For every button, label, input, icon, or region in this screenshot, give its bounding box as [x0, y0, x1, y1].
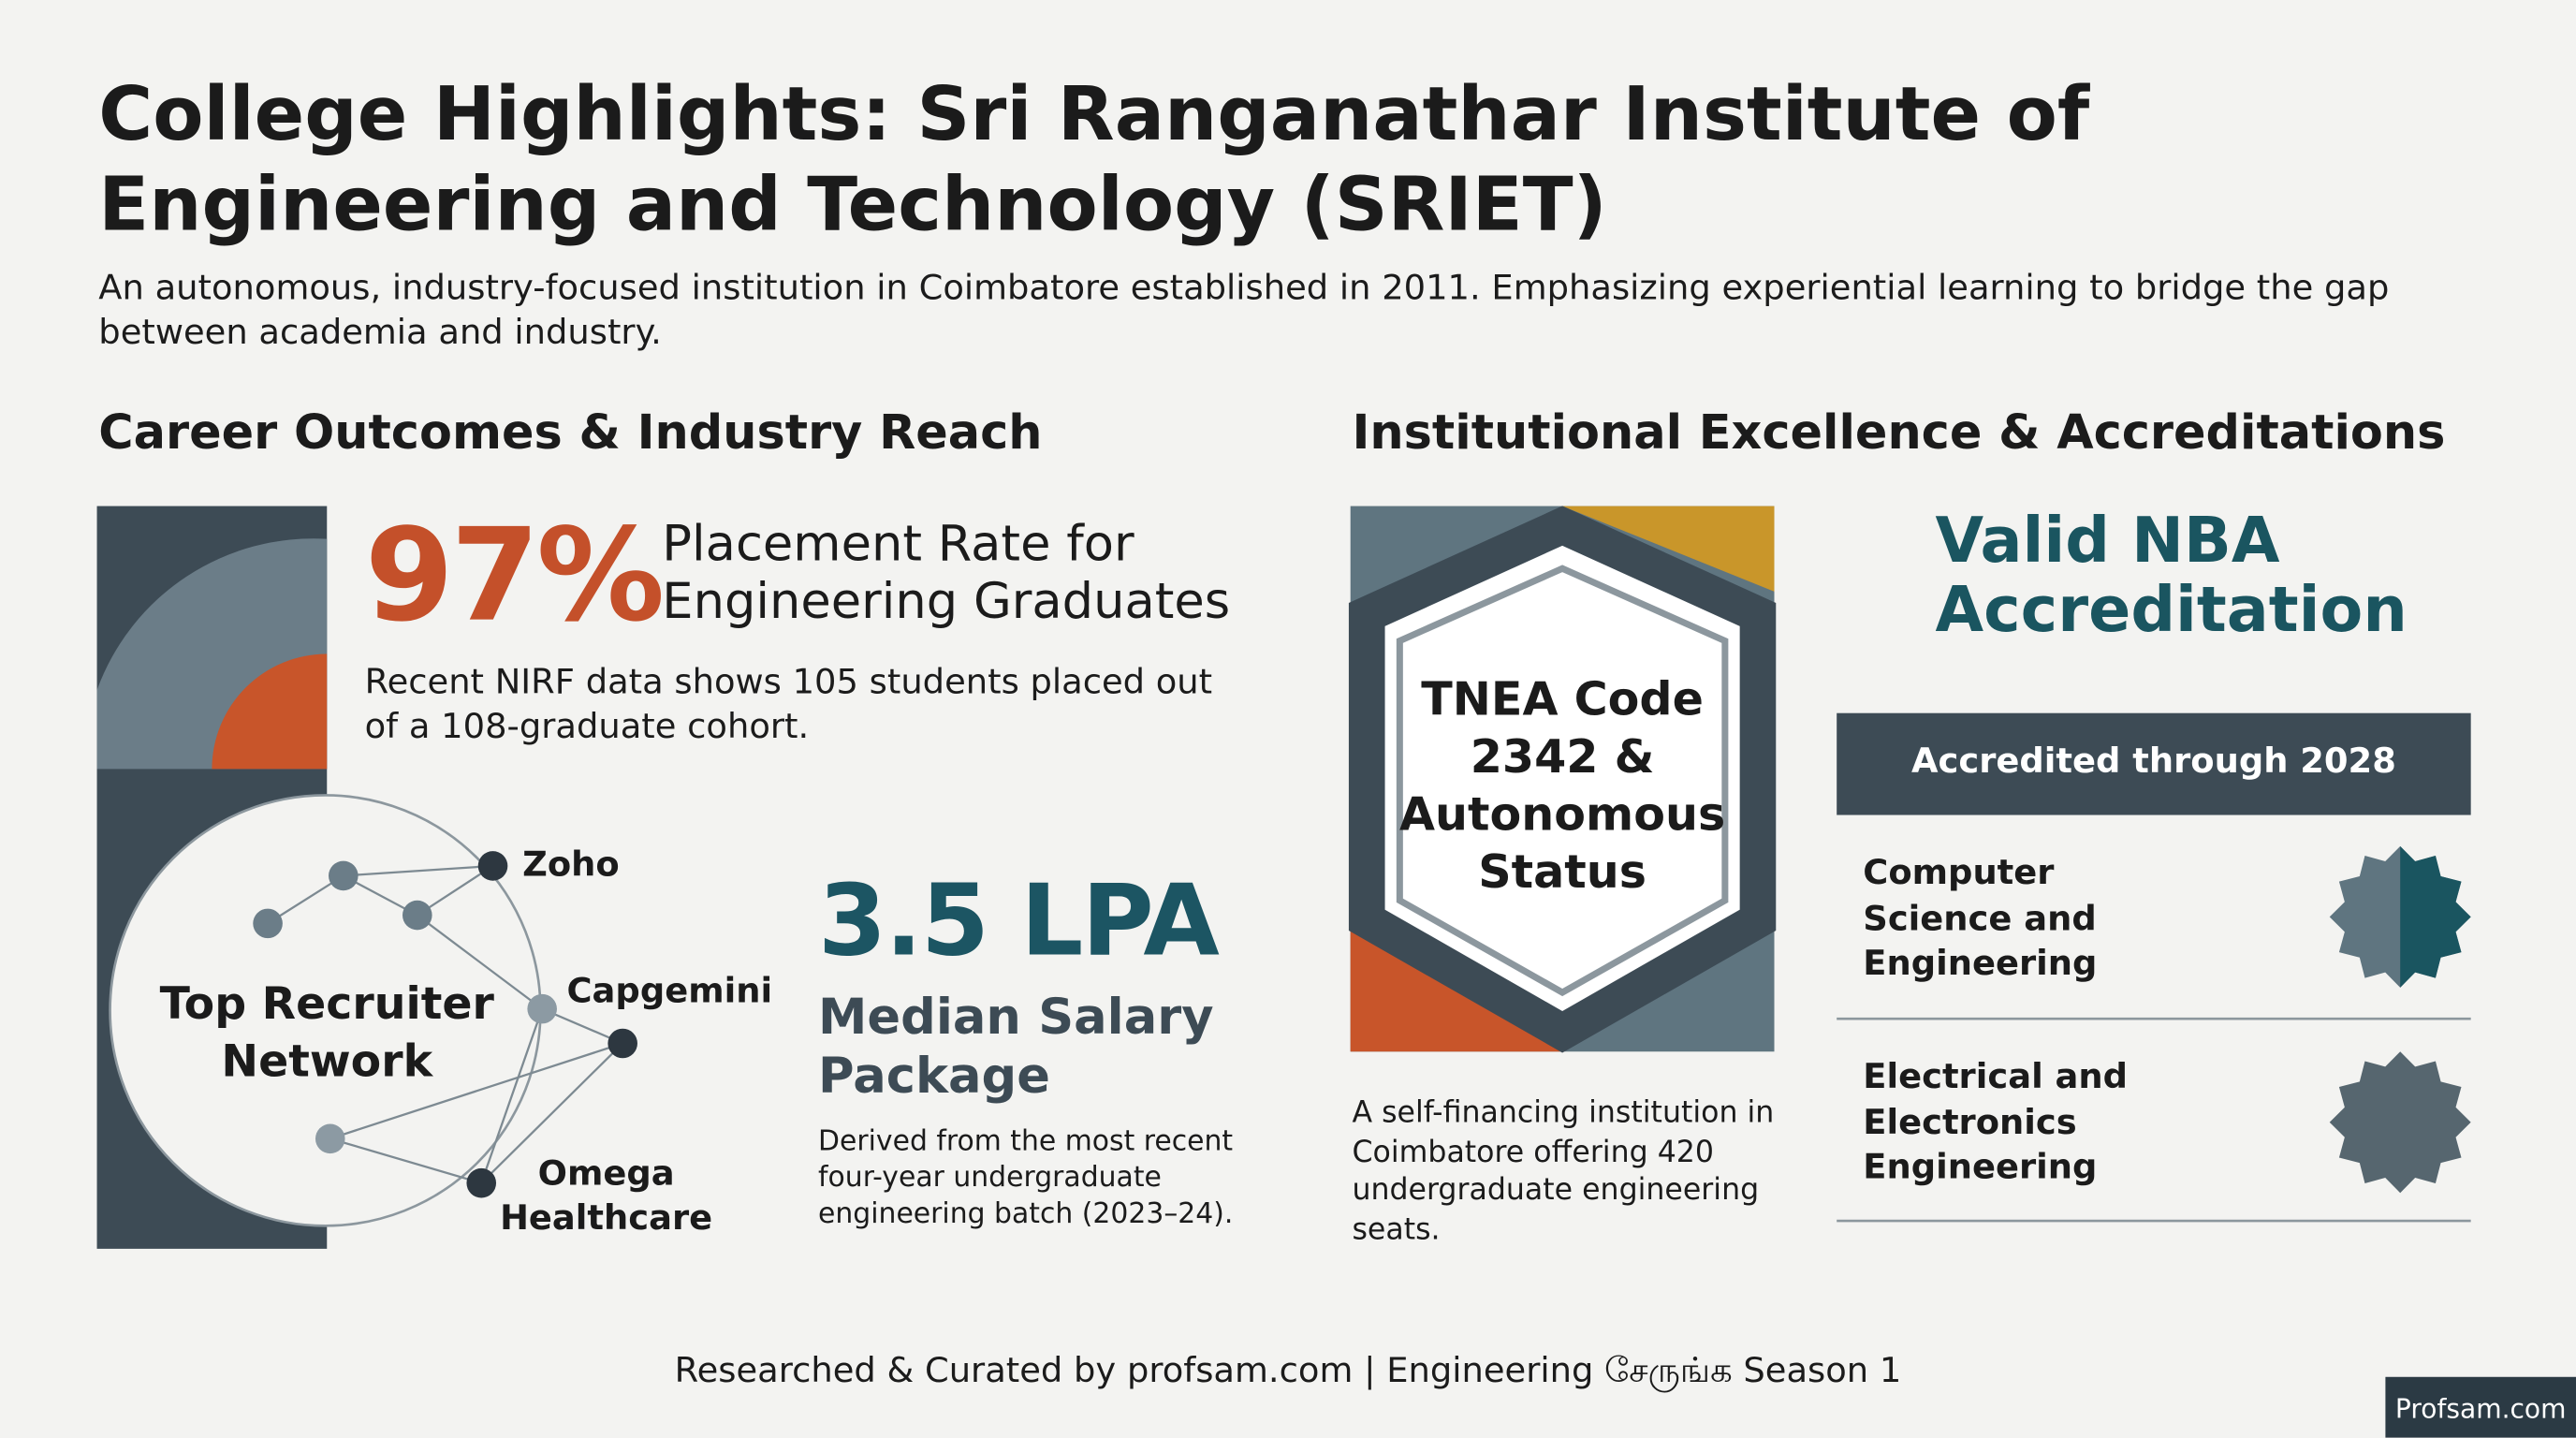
footer-credit: Researched & Curated by profsam.com | En…: [674, 1350, 1902, 1390]
note: Recent NIRF data shows 105 students plac…: [364, 662, 1213, 746]
network-title: Top Recruiter Network: [159, 979, 494, 1088]
nba-title: Valid NBA Accreditation: [1935, 504, 2408, 646]
shield-inner: [1396, 565, 1729, 997]
stat-label: Median Salary Package: [818, 989, 1214, 1107]
seals: [2329, 845, 2471, 1194]
program: Computer Science and Engineering: [1863, 852, 2098, 983]
section-heading: Institutional Excellence & Accreditation…: [1352, 404, 2446, 461]
company: Zoho: [522, 844, 620, 885]
company: Capgemini: [566, 971, 773, 1011]
program: Electrical and Electronics Engineering: [1863, 1056, 2129, 1187]
stat: 3.5 LPA: [818, 864, 1220, 980]
title: College Highlights: Sri Ranganathar Inst…: [98, 70, 2090, 249]
banner: [1837, 712, 2471, 815]
section-heading: Career Outcomes & Industry Reach: [98, 404, 1043, 461]
company: Omega Healthcare: [500, 1153, 713, 1238]
panel-quarter: [212, 653, 328, 770]
subtitle: An autonomous, industry-focused institut…: [98, 268, 2390, 352]
seal: [2329, 1051, 2471, 1194]
stat: 97%: [364, 503, 666, 652]
banner-text: Accredited through 2028: [1910, 741, 2396, 781]
network-nodes: [253, 851, 637, 1198]
note: Derived from the most recent four-year u…: [818, 1125, 1234, 1231]
note: A self-financing institution in Coimbato…: [1352, 1095, 1775, 1247]
badge-text: TNEA Code 2342 & Autonomous Status: [1398, 671, 1726, 900]
logo-box: [2385, 1376, 2576, 1438]
logo: Profsam.com: [2394, 1393, 2567, 1425]
stat-label: Placement Rate for Engineering Graduates: [662, 516, 1231, 631]
seal: [2400, 845, 2471, 988]
